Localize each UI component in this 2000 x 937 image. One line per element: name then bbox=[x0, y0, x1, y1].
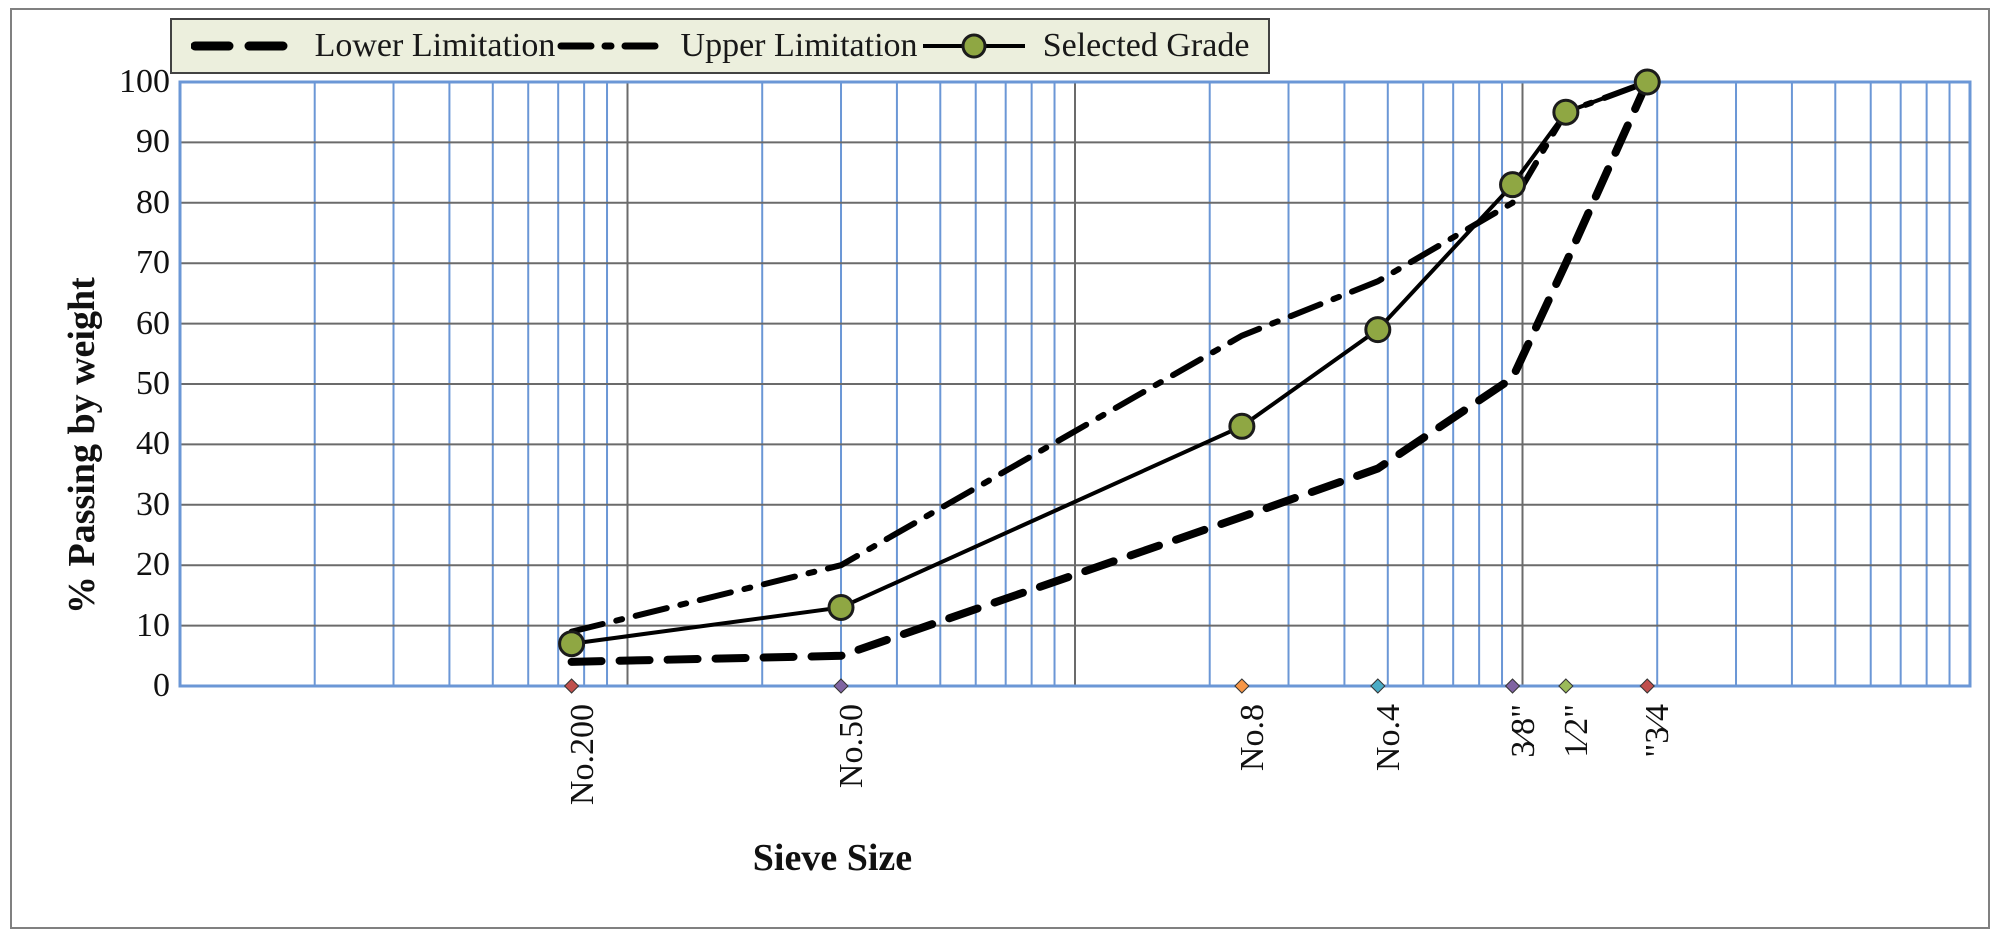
series-lower-limit bbox=[572, 82, 1648, 662]
gradation-chart bbox=[0, 0, 2000, 937]
series-upper-limit bbox=[572, 82, 1648, 632]
series-selected-markers bbox=[560, 70, 1660, 656]
